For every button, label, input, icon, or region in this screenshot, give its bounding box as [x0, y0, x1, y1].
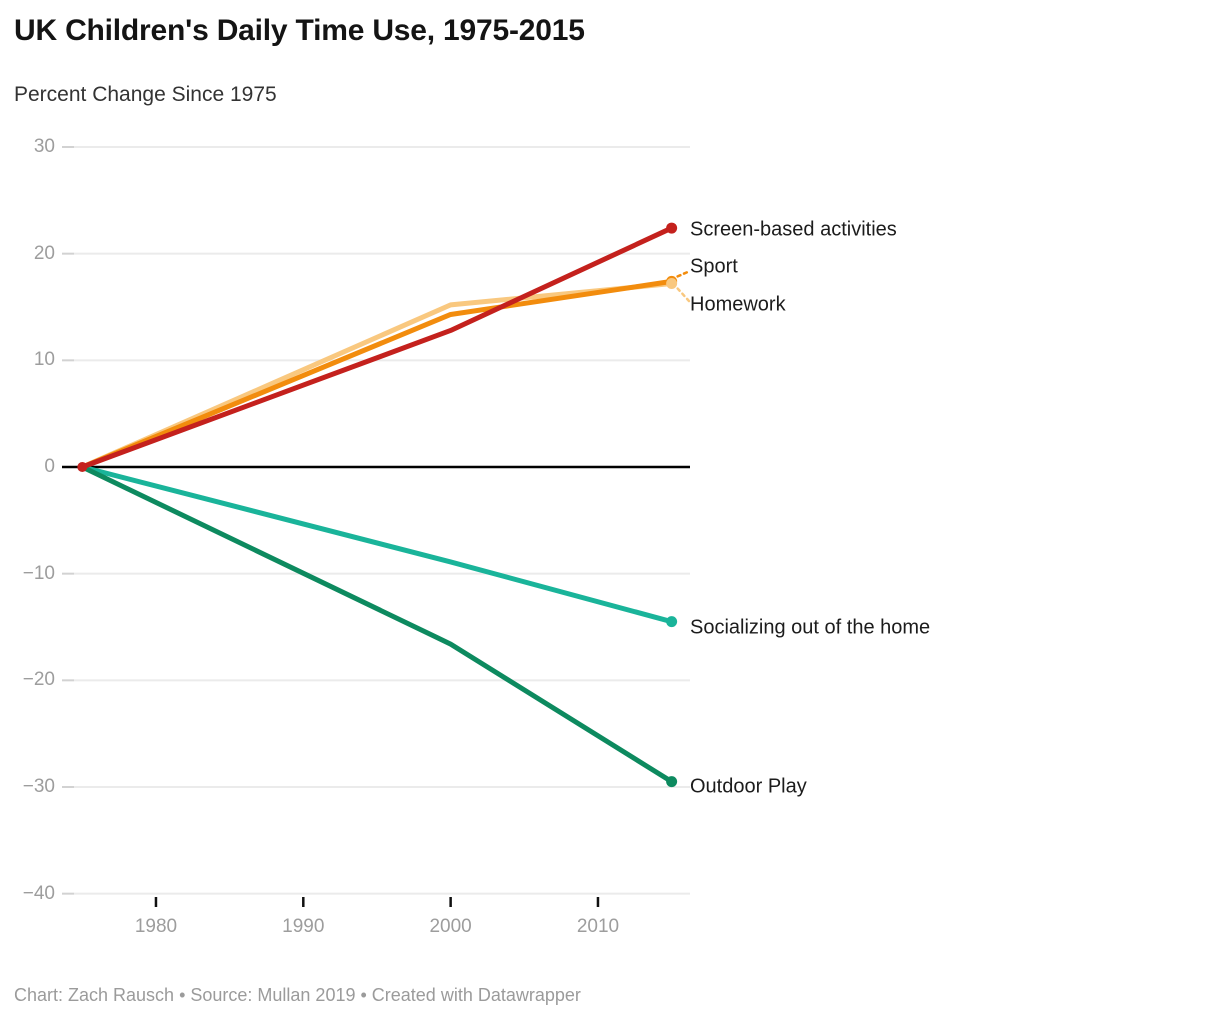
y-axis-label: −40: [22, 882, 55, 904]
y-axis-label: −30: [22, 776, 55, 797]
y-axis-label: −10: [22, 562, 55, 584]
y-axis-label: 0: [44, 456, 55, 477]
y-axis-label: 30: [33, 135, 55, 157]
line-screen-based-activities: [79, 225, 675, 470]
end-dot-outdoor-play: [666, 776, 678, 788]
line-sport: [79, 278, 675, 470]
x-axis-label: 1990: [282, 916, 325, 937]
chart-subtitle: Percent Change Since 1975: [14, 83, 277, 106]
series-label-homework: Homework: [690, 293, 786, 316]
series-label-outdoor-play: Outdoor Play: [690, 775, 807, 798]
x-axis-label: 2010: [576, 916, 620, 937]
series-label-screen-based-activities: Screen-based activities: [690, 218, 897, 241]
chart-credit: Chart: Zach Rausch • Source: Mullan 2019…: [14, 985, 581, 1005]
end-dot-screen-based-activities: [666, 222, 678, 234]
y-axis-label: 10: [33, 349, 55, 371]
series-label-sport: Sport: [690, 255, 738, 278]
y-axis-label: 20: [33, 242, 55, 264]
end-dot-socializing-out-of-the-home: [666, 616, 678, 628]
chart-title: UK Children's Daily Time Use, 1975-2015: [14, 14, 585, 47]
series-label-socializing-out-of-the-home: Socializing out of the home: [690, 616, 931, 639]
x-axis-label: 2000: [429, 916, 472, 937]
line-outdoor-play: [79, 464, 675, 785]
label-leader-homework: [676, 287, 691, 303]
y-axis-label: −20: [22, 669, 55, 691]
line-socializing-out-of-the-home: [79, 464, 675, 625]
label-leader-sport: [676, 270, 691, 278]
origin-dot: [77, 462, 88, 472]
x-axis-label: 1980: [134, 916, 178, 937]
end-dot-homework: [666, 278, 678, 290]
